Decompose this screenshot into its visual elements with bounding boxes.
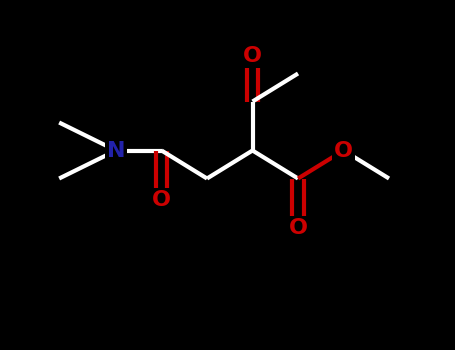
Text: O: O xyxy=(288,217,308,238)
Text: O: O xyxy=(152,189,171,210)
Text: O: O xyxy=(243,46,262,66)
Text: O: O xyxy=(334,140,353,161)
Text: N: N xyxy=(107,140,125,161)
